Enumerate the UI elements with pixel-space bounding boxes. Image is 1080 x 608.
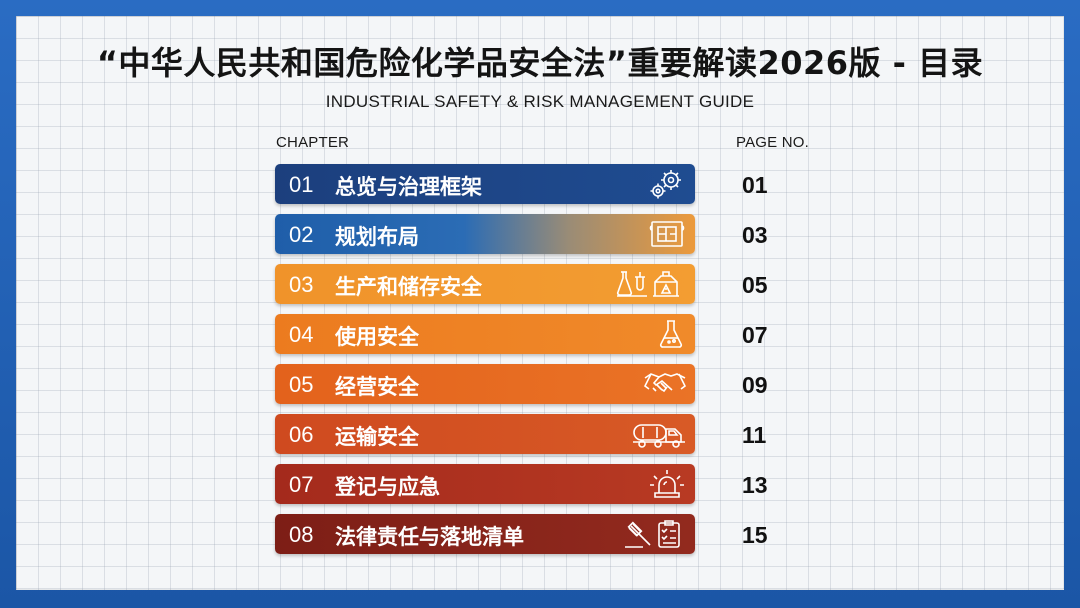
chapter-number: 06	[289, 422, 314, 447]
tanker-truck-icon	[631, 418, 687, 450]
toc-item-08[interactable]: 08 法律责任与落地清单	[275, 514, 695, 554]
alarm-light-icon	[647, 468, 687, 500]
flask-icon	[655, 318, 687, 350]
page-number-06: 11	[742, 422, 767, 448]
page-number-04: 07	[742, 322, 768, 348]
chapter-title: 总览与治理框架	[335, 175, 482, 199]
toc-item-03[interactable]: 03 生产和储存安全	[275, 264, 695, 304]
chapter-title: 经营安全	[335, 375, 419, 399]
page-number-01: 01	[742, 172, 768, 198]
toc-item-06[interactable]: 06 运输安全	[275, 414, 695, 454]
page-number-07: 13	[742, 472, 768, 498]
chapter-number: 04	[289, 322, 314, 347]
toc-item-02[interactable]: 02 规划布局	[275, 214, 695, 254]
chapter-number: 03	[289, 272, 314, 297]
page-number-03: 05	[742, 272, 768, 298]
handshake-icon	[643, 368, 687, 400]
lab-tank-icon	[615, 268, 687, 300]
chapter-title: 登记与应急	[335, 475, 440, 499]
chapter-number: 02	[289, 222, 314, 247]
toc-item-05[interactable]: 05 经营安全	[275, 364, 695, 404]
page-number-05: 09	[742, 372, 768, 398]
chapter-number: 05	[289, 372, 314, 397]
chapter-number: 01	[289, 172, 314, 197]
chapter-title: 规划布局	[335, 225, 419, 249]
chapter-title: 生产和储存安全	[335, 275, 482, 299]
chapter-title: 法律责任与落地清单	[335, 525, 524, 549]
page-title: “中华人民共和国危险化学品安全法”重要解读2026版 - 目录	[96, 44, 984, 82]
blueprint-icon	[647, 218, 687, 250]
page-number-column-header: PAGE NO.	[736, 134, 810, 151]
gears-icon	[647, 168, 687, 200]
chapter-number: 07	[289, 472, 314, 497]
chapter-column-header: CHAPTER	[276, 134, 350, 151]
toc-item-07[interactable]: 07 登记与应急	[275, 464, 695, 504]
toc-item-01[interactable]: 01 总览与治理框架	[275, 164, 695, 204]
page-number-08: 15	[742, 522, 768, 548]
gavel-checklist-icon	[623, 518, 687, 550]
toc-item-04[interactable]: 04 使用安全	[275, 314, 695, 354]
chapter-number: 08	[289, 522, 314, 547]
chapter-title: 运输安全	[335, 425, 419, 449]
page-subtitle: INDUSTRIAL SAFETY & RISK MANAGEMENT GUID…	[325, 92, 755, 111]
chapter-title: 使用安全	[335, 325, 419, 349]
page-number-02: 03	[742, 222, 768, 248]
